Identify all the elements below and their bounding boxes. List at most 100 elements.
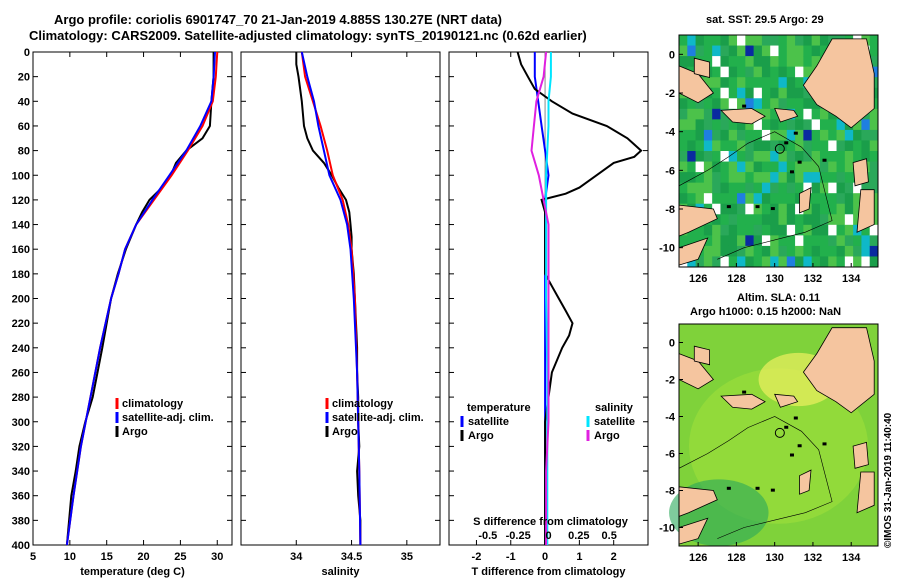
- sst-data-cell: [828, 193, 838, 205]
- sst-data-cell: [803, 182, 813, 194]
- sst-data-cell: [861, 182, 871, 194]
- sst-data-cell: [836, 224, 846, 236]
- sst-data-cell: [811, 45, 821, 57]
- sst-lat-tick-label: -2: [665, 88, 675, 100]
- sst-data-cell: [753, 182, 763, 194]
- sst-data-cell: [786, 56, 796, 68]
- sst-data-cell: [753, 119, 763, 131]
- sst-data-cell: [836, 129, 846, 141]
- sst-data-cell: [778, 66, 788, 78]
- sst-data-cell: [861, 119, 871, 131]
- sst-data-cell: [828, 214, 838, 226]
- sst-data-cell: [737, 140, 746, 152]
- sst-data-cell: [728, 151, 738, 163]
- depth-tick-label: 220: [12, 318, 30, 330]
- sst-data-cell: [869, 108, 879, 120]
- sst-data-cell: [753, 245, 763, 257]
- sla-argo-location-marker: [774, 427, 785, 438]
- sst-data-cell: [828, 224, 838, 236]
- sst-data-cell: [703, 129, 713, 141]
- sst-data-cell: [811, 256, 821, 268]
- sst-data-cell: [869, 45, 879, 57]
- sst-data-cell: [786, 245, 796, 257]
- sst-data-cell: [720, 119, 730, 131]
- sst-data-cell: [720, 129, 730, 141]
- sst-data-cell: [828, 129, 838, 141]
- depth-tick-label: 300: [12, 417, 30, 429]
- sst-data-cell: [770, 193, 779, 205]
- sst-data-cell: [819, 108, 829, 120]
- sst-data-cell: [836, 256, 846, 268]
- sst-data-cell: [737, 129, 746, 141]
- sst-data-cell: [695, 224, 705, 236]
- sst-data-cell: [695, 161, 705, 173]
- sst-data-cell: [761, 35, 771, 47]
- sst-data-cell: [786, 77, 796, 89]
- sst-data-cell: [753, 129, 763, 141]
- sst-data-cell: [836, 203, 846, 215]
- sst-data-cell: [819, 182, 829, 194]
- sst-data-cell: [761, 235, 771, 247]
- difference-xtick-label: 2: [611, 551, 617, 563]
- sst-data-cell: [703, 256, 713, 268]
- salinity-diff-tick-label: -0.5: [478, 530, 497, 542]
- credit-label: ©IMOS 31-Jan-2019 11:40:40: [883, 412, 894, 548]
- depth-tick-label: 40: [18, 96, 30, 108]
- depth-tick-label: 180: [12, 269, 30, 281]
- sst-data-cell: [679, 182, 688, 194]
- sst-data-cell: [753, 161, 763, 173]
- sst-data-cell: [745, 193, 755, 205]
- sst-data-cell: [770, 161, 779, 173]
- sst-data-cell: [853, 203, 862, 215]
- sst-data-cell: [869, 35, 879, 47]
- sst-small-island: [797, 160, 802, 164]
- sst-data-cell: [828, 256, 838, 268]
- sst-data-cell: [778, 182, 788, 194]
- sst-lat-tick-label: -6: [665, 165, 675, 177]
- sst-data-cell: [703, 45, 713, 57]
- sst-data-cell: [853, 182, 862, 194]
- sst-data-cell: [728, 45, 738, 57]
- salinity-plot-frame: [240, 51, 441, 546]
- sst-data-cell: [869, 161, 879, 173]
- sst-data-cell: [737, 203, 746, 215]
- sst-data-cell: [687, 45, 697, 57]
- salinity-xtick-label: 34.5: [341, 551, 362, 563]
- sst-data-cell: [803, 98, 813, 110]
- sst-data-cell: [778, 214, 788, 226]
- sst-land: [720, 108, 766, 125]
- sst-data-cell: [819, 224, 829, 236]
- sst-data-cell: [712, 224, 721, 236]
- sst-data-cell: [844, 140, 854, 152]
- sst-map-frame: [678, 34, 879, 268]
- sst-data-cell: [786, 203, 796, 215]
- sst-data-cell: [770, 182, 779, 194]
- sst-data-cell: [737, 77, 746, 89]
- difference-xtick-label: 1: [576, 551, 582, 563]
- title-line-2: Climatology: CARS2009. Satellite-adjuste…: [29, 28, 587, 43]
- sst-data-cell: [819, 214, 829, 226]
- sst-data-cell: [745, 224, 755, 236]
- sst-data-cell: [679, 140, 688, 152]
- sst-data-cell: [869, 140, 879, 152]
- sst-data-cell: [679, 98, 688, 110]
- temperature-legend-label: satellite-adj. clim.: [122, 412, 214, 424]
- sst-data-cell: [679, 56, 688, 68]
- sst-data-cell: [745, 151, 755, 163]
- sst-data-cell: [786, 182, 796, 194]
- sst-data-cell: [695, 151, 705, 163]
- sst-data-cell: [703, 245, 713, 257]
- sst-data-cell: [770, 151, 779, 163]
- depth-tick-label: 60: [18, 121, 30, 133]
- sst-data-cell: [712, 66, 721, 78]
- sst-data-cell: [703, 235, 713, 247]
- sla-land: [852, 441, 869, 469]
- sst-lon-tick-label: 130: [765, 273, 783, 285]
- sst-land: [693, 57, 710, 79]
- sla-small-island: [822, 442, 827, 446]
- temperature-series-satellite-adj--clim-: [65, 51, 216, 546]
- sst-data-cell: [811, 203, 821, 215]
- sst-data-cell: [795, 87, 804, 99]
- sst-data-cell: [761, 151, 771, 163]
- sst-data-cell: [761, 77, 771, 89]
